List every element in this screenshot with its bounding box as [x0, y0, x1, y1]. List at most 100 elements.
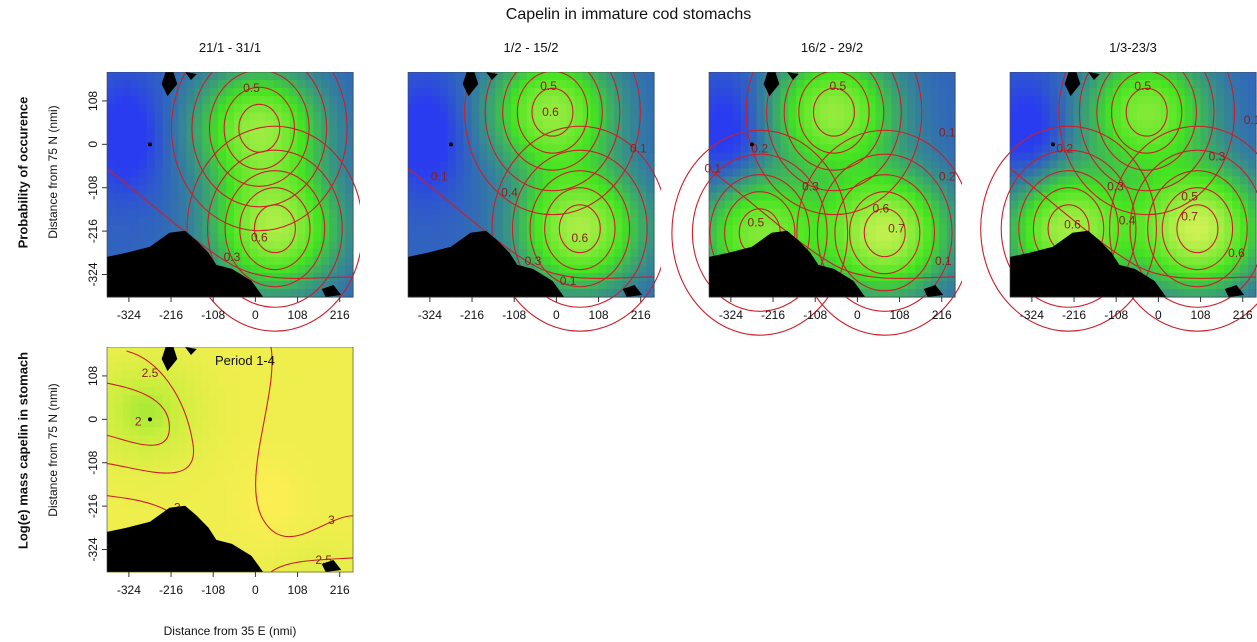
x-tick-label: -324 — [117, 308, 141, 322]
contour-label: 0.5 — [243, 81, 260, 95]
y-tick-label: -108 — [86, 175, 100, 199]
row-label-log-mass: Log(e) mass capelin in stomach — [15, 351, 31, 550]
x-tick-label: -216 — [159, 308, 183, 322]
y-tick-label: 0 — [86, 416, 100, 423]
land-mass — [709, 72, 944, 297]
x-tick-label: -324 — [719, 308, 743, 322]
x-tick-label: -324 — [117, 583, 141, 597]
y-tick-label: 108 — [86, 366, 100, 386]
contour-lines — [671, 72, 962, 336]
contour-label: 0.3 — [224, 250, 241, 264]
land-mass — [107, 72, 342, 297]
x-tick-label: 0 — [553, 308, 560, 322]
x-tick-label: -108 — [201, 583, 225, 597]
contour-label: 2 — [135, 414, 142, 428]
contour-lines — [106, 347, 354, 573]
contour-label: 0.1 — [939, 125, 956, 139]
contour-label: 0.2 — [751, 141, 768, 155]
x-tick-label: -324 — [418, 308, 442, 322]
x-tick-label: 216 — [1233, 308, 1253, 322]
contour-label: 0.3 — [525, 254, 542, 268]
plot-frame — [1009, 72, 1257, 298]
contour-label: 0.5 — [748, 216, 765, 230]
y-tick-label: 0 — [86, 141, 100, 148]
contour-label: 0.2 — [1056, 141, 1073, 155]
contour-label: 0.1 — [431, 169, 448, 183]
y-axis-title-row1: Distance from 75 N (nmi) — [46, 105, 60, 239]
contour-label: 0.2 — [939, 169, 956, 183]
contour-label: 0.5 — [1134, 79, 1151, 93]
x-tick-label: 216 — [631, 308, 651, 322]
contour-label: 0.1 — [705, 161, 722, 175]
x-tick-label: 0 — [252, 583, 259, 597]
figure-title: Capelin in immature cod stomachs — [505, 6, 752, 23]
x-tick-label: -108 — [803, 308, 827, 322]
y-axis-title-row2: Distance from 75 N (nmi) — [46, 383, 60, 517]
x-tick-label: -108 — [502, 308, 526, 322]
x-tick-label: -216 — [1062, 308, 1086, 322]
plot-frame — [106, 72, 354, 298]
contour-label: 0.1 — [630, 141, 647, 155]
period-label: Period 1-4 — [215, 353, 275, 368]
land-mass — [1010, 72, 1245, 297]
contour-label: 0.7 — [1181, 210, 1198, 224]
x-tick-label: 0 — [252, 308, 259, 322]
panel-title-1: 21/1 - 31/1 — [198, 40, 262, 55]
x-tick-label: -216 — [159, 583, 183, 597]
contour-lines — [106, 72, 360, 332]
contour-label: 0.5 — [830, 79, 847, 93]
row-label-probability: Probability of occurence — [15, 96, 31, 249]
x-tick-label: -108 — [1104, 308, 1128, 322]
heatmap-panel-3: 0.5 0.2 0.1 0.3 0.5 0.6 0.7 0.1 0.2 0.1 -324 -216 -1… — [671, 72, 962, 336]
heatmap-panel-2: 0.5 0.6 0.4 0.6 0.1 0.1 0.3 0.1 -324 -216 -108 0 108… — [407, 72, 661, 332]
panel-title-4: 1/3-23/3 — [1109, 40, 1157, 55]
x-tick-label: 0 — [1155, 308, 1162, 322]
x-tick-label: -108 — [201, 308, 225, 322]
x-tick-label: -324 — [1020, 308, 1044, 322]
y-tick-label: 108 — [86, 91, 100, 111]
heatmap-panel-4: 0.5 0.2 0.3 0.5 0.7 0.6 0.4 0.3 0.6 0.1 -324 -216 -1… — [980, 72, 1257, 332]
contour-label: 0.6 — [571, 231, 588, 245]
land-mass — [408, 72, 643, 297]
contour-label: 0.4 — [1119, 214, 1136, 228]
x-tick-label: 216 — [330, 583, 350, 597]
x-tick-label: 108 — [589, 308, 609, 322]
contour-label: 0.1 — [560, 274, 577, 288]
plot-frame — [407, 72, 655, 298]
plot-frame — [106, 347, 354, 573]
panel-title-2: 1/2 - 15/2 — [503, 40, 559, 55]
heatmap-panel-5: 2.52332.5-324-216-10801082161080-108-216… — [86, 347, 354, 597]
x-tick-label: 216 — [330, 308, 350, 322]
y-tick-label: -324 — [86, 262, 100, 286]
x-axis-title: Distance from 35 E (nmi) — [163, 624, 297, 638]
contour-label: 0.1 — [1244, 113, 1257, 127]
contour-label: 0.6 — [1228, 246, 1245, 260]
x-tick-label: 108 — [288, 583, 308, 597]
y-tick-label: -216 — [86, 494, 100, 518]
contour-label: 0.3 — [1107, 180, 1124, 194]
x-tick-label: -216 — [460, 308, 484, 322]
contour-label: 0.6 — [251, 231, 268, 245]
contour-label: 0.6 — [872, 202, 889, 216]
land-mass — [107, 347, 342, 572]
contour-label: 0.4 — [501, 186, 518, 200]
contour-label: 0.1 — [935, 254, 952, 268]
heatmap-panel-1: 0.5 0.6 0.3 -324 -216 -108 0 108 216 108 0 -108 -216… — [86, 72, 360, 332]
contour-label: 0.3 — [1209, 149, 1226, 163]
x-tick-label: 108 — [1191, 308, 1211, 322]
contour-label: 0.5 — [1181, 190, 1198, 204]
x-tick-label: 108 — [288, 308, 308, 322]
x-tick-label: -216 — [761, 308, 785, 322]
x-tick-label: 108 — [890, 308, 910, 322]
y-tick-label: -108 — [86, 450, 100, 474]
contour-label: 0.6 — [1064, 218, 1081, 232]
x-tick-label: 216 — [932, 308, 952, 322]
panel-title-3: 16/2 - 29/2 — [800, 40, 864, 55]
contour-label: 0.6 — [542, 105, 559, 119]
y-tick-label: -324 — [86, 537, 100, 561]
y-tick-label: -216 — [86, 219, 100, 243]
x-tick-label: 0 — [854, 308, 861, 322]
contour-label: 3 — [328, 513, 335, 527]
contour-label: 0.3 — [802, 180, 819, 194]
contour-label: 0.5 — [540, 79, 557, 93]
